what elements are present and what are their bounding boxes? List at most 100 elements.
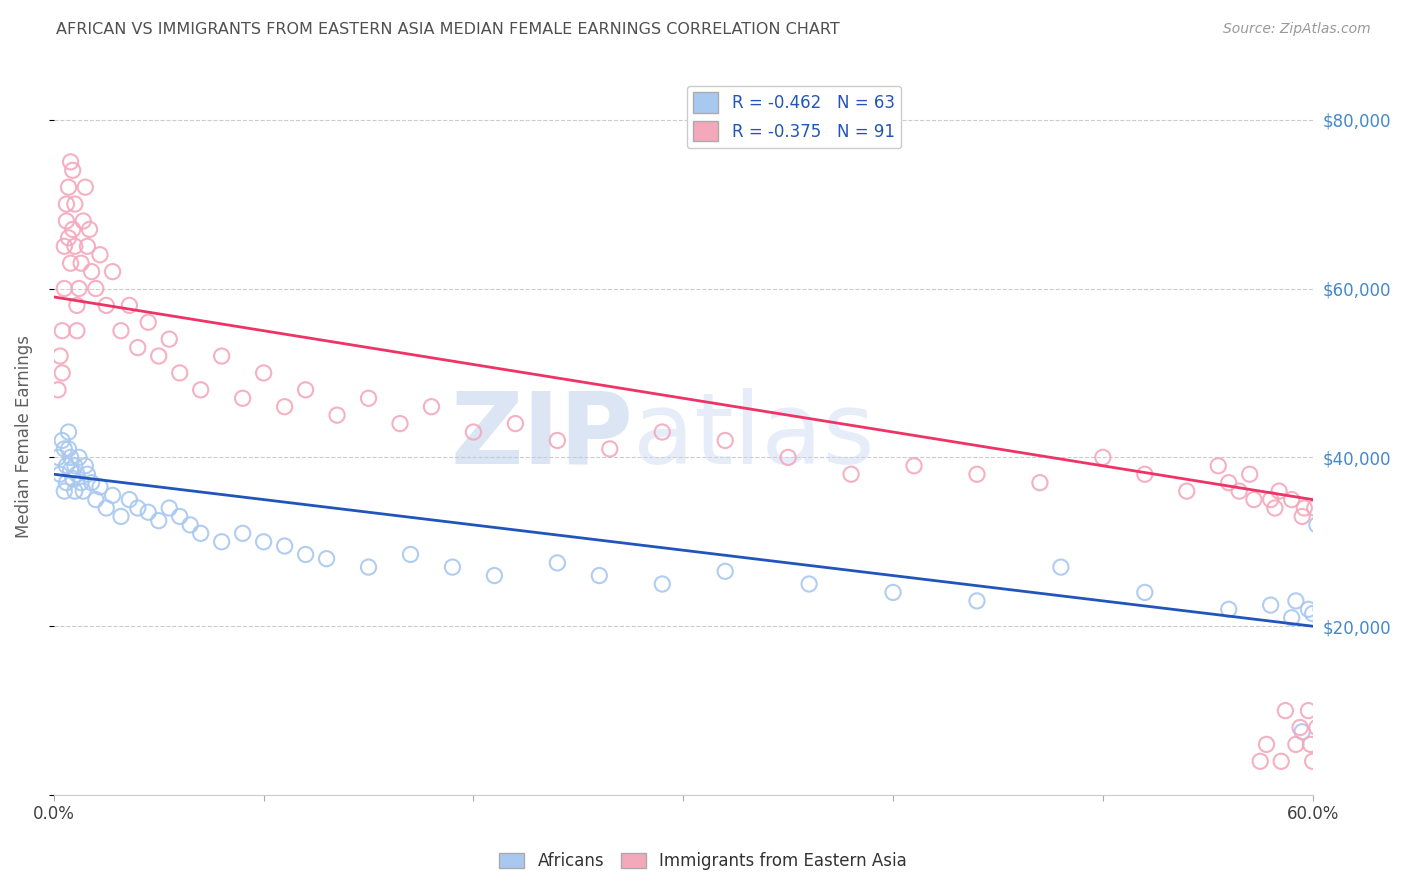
Point bbox=[211, 349, 233, 363]
Point bbox=[1310, 492, 1333, 507]
Point bbox=[118, 298, 141, 312]
Point bbox=[714, 434, 737, 448]
Point bbox=[79, 222, 101, 236]
Point bbox=[778, 450, 800, 465]
Point bbox=[357, 560, 380, 574]
Point bbox=[903, 458, 925, 473]
Point bbox=[53, 484, 76, 499]
Point bbox=[389, 417, 412, 431]
Point bbox=[110, 509, 132, 524]
Point bbox=[76, 467, 98, 482]
Point bbox=[1302, 754, 1324, 768]
Point bbox=[294, 383, 316, 397]
Point bbox=[66, 467, 89, 482]
Point bbox=[651, 577, 673, 591]
Point bbox=[148, 514, 170, 528]
Point bbox=[55, 214, 77, 228]
Point bbox=[55, 197, 77, 211]
Point bbox=[211, 534, 233, 549]
Point bbox=[157, 501, 180, 516]
Point bbox=[232, 391, 254, 405]
Point bbox=[136, 315, 159, 329]
Point bbox=[966, 594, 988, 608]
Point bbox=[89, 480, 111, 494]
Point bbox=[1330, 746, 1353, 760]
Point bbox=[441, 560, 464, 574]
Point bbox=[53, 239, 76, 253]
Point bbox=[66, 324, 89, 338]
Point bbox=[1227, 484, 1250, 499]
Legend: Africans, Immigrants from Eastern Asia: Africans, Immigrants from Eastern Asia bbox=[492, 846, 914, 877]
Point bbox=[59, 154, 82, 169]
Point bbox=[463, 425, 485, 439]
Point bbox=[1329, 721, 1351, 735]
Point bbox=[101, 488, 124, 502]
Point bbox=[599, 442, 621, 456]
Point bbox=[55, 475, 77, 490]
Point bbox=[51, 434, 73, 448]
Point bbox=[59, 450, 82, 465]
Point bbox=[232, 526, 254, 541]
Point bbox=[1260, 598, 1282, 612]
Point bbox=[179, 517, 201, 532]
Point bbox=[63, 197, 86, 211]
Point bbox=[1091, 450, 1114, 465]
Y-axis label: Median Female Earnings: Median Female Earnings bbox=[15, 334, 32, 538]
Point bbox=[1323, 746, 1346, 760]
Point bbox=[70, 256, 93, 270]
Point bbox=[101, 265, 124, 279]
Point bbox=[127, 501, 149, 516]
Point bbox=[66, 298, 89, 312]
Point bbox=[357, 391, 380, 405]
Point bbox=[966, 467, 988, 482]
Point bbox=[84, 492, 107, 507]
Point bbox=[1264, 501, 1286, 516]
Point bbox=[1299, 738, 1322, 752]
Point bbox=[76, 239, 98, 253]
Point bbox=[49, 467, 72, 482]
Point bbox=[797, 577, 820, 591]
Point bbox=[63, 239, 86, 253]
Point bbox=[157, 332, 180, 346]
Point bbox=[484, 568, 506, 582]
Text: AFRICAN VS IMMIGRANTS FROM EASTERN ASIA MEDIAN FEMALE EARNINGS CORRELATION CHART: AFRICAN VS IMMIGRANTS FROM EASTERN ASIA … bbox=[56, 22, 839, 37]
Point bbox=[1303, 501, 1326, 516]
Point bbox=[1260, 492, 1282, 507]
Point bbox=[1175, 484, 1198, 499]
Point bbox=[253, 534, 276, 549]
Point bbox=[1274, 704, 1296, 718]
Point bbox=[1302, 607, 1324, 621]
Point bbox=[67, 450, 90, 465]
Point bbox=[59, 463, 82, 477]
Point bbox=[651, 425, 673, 439]
Point bbox=[1306, 517, 1329, 532]
Point bbox=[1324, 738, 1347, 752]
Point bbox=[67, 281, 90, 295]
Point bbox=[1291, 509, 1313, 524]
Point bbox=[62, 163, 84, 178]
Point bbox=[84, 281, 107, 295]
Point bbox=[1320, 704, 1343, 718]
Point bbox=[1327, 754, 1350, 768]
Point bbox=[96, 298, 118, 312]
Text: ZIP: ZIP bbox=[450, 388, 633, 484]
Point bbox=[148, 349, 170, 363]
Point bbox=[1218, 475, 1240, 490]
Point bbox=[1285, 738, 1308, 752]
Point bbox=[59, 256, 82, 270]
Point bbox=[127, 341, 149, 355]
Point bbox=[80, 475, 103, 490]
Point bbox=[46, 383, 69, 397]
Point bbox=[882, 585, 904, 599]
Point bbox=[72, 484, 94, 499]
Point bbox=[1206, 458, 1229, 473]
Point bbox=[118, 492, 141, 507]
Point bbox=[1249, 754, 1271, 768]
Point bbox=[136, 505, 159, 519]
Point bbox=[1243, 492, 1265, 507]
Point bbox=[420, 400, 443, 414]
Point bbox=[1291, 724, 1313, 739]
Point bbox=[1256, 738, 1278, 752]
Point bbox=[1281, 611, 1303, 625]
Point bbox=[169, 366, 191, 380]
